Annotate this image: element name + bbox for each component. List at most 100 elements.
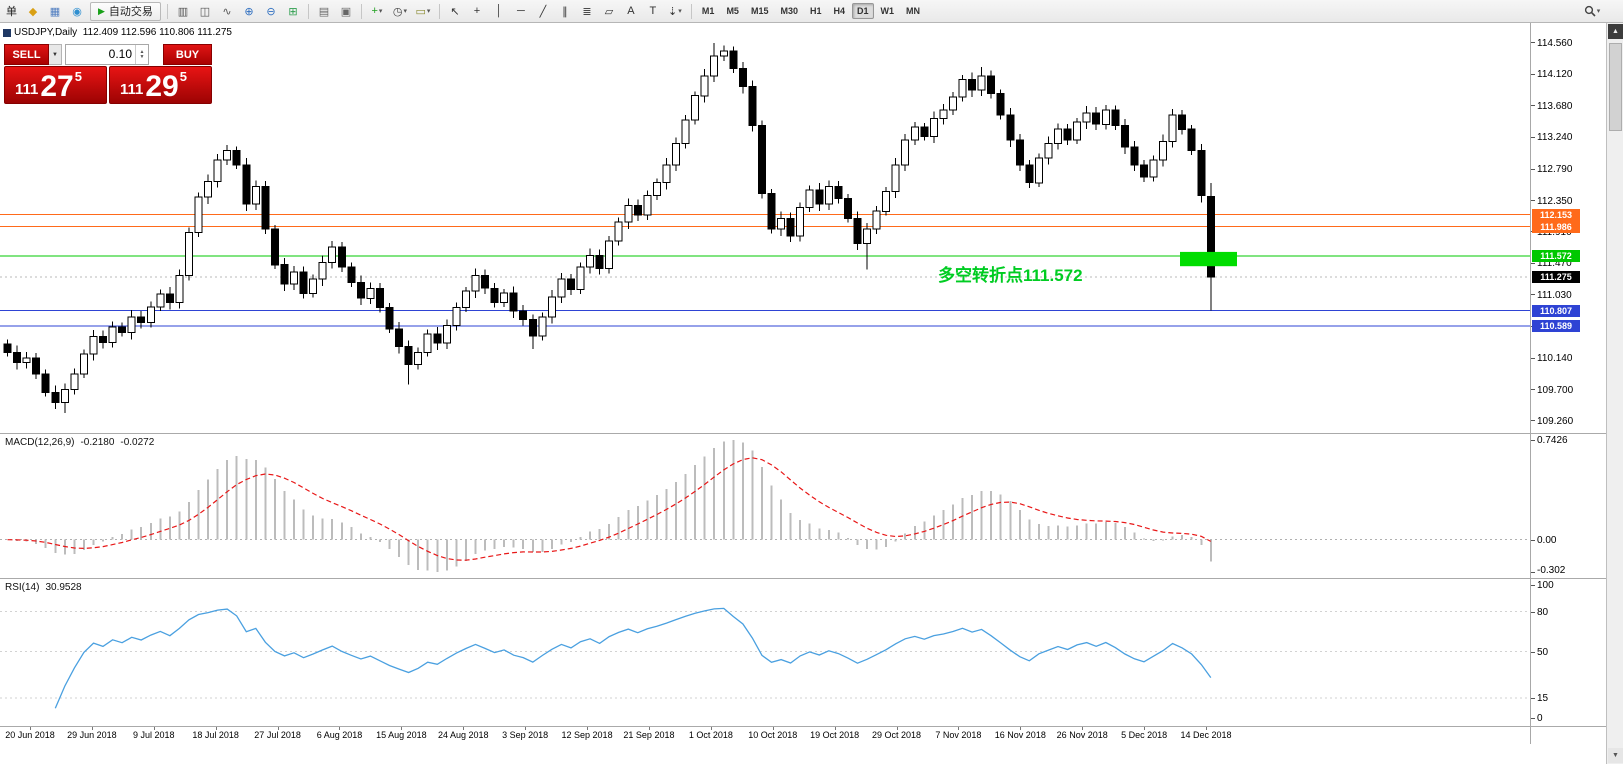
macd-panel[interactable] — [0, 434, 1530, 578]
scrollbar-thumb[interactable] — [1609, 43, 1622, 131]
dropdown-caret-icon[interactable]: ▾ — [678, 8, 682, 15]
spinner-up-icon[interactable]: ▲ — [139, 48, 145, 55]
volume-spinner[interactable]: ▲ ▼ — [135, 45, 148, 64]
date-label: 27 Jul 2018 — [254, 730, 301, 740]
templates-button[interactable]: ▭ ▾ — [413, 1, 434, 21]
text-label-button[interactable]: T — [643, 1, 663, 21]
macd-axis-tick — [1531, 440, 1535, 441]
periods-button[interactable]: ◷ ▾ — [390, 1, 411, 21]
date-label: 10 Oct 2018 — [748, 730, 798, 740]
arrange-windows-button[interactable]: ▣ — [336, 1, 356, 21]
date-axis-tick — [401, 727, 403, 730]
arrange-windows-icon: ▣ — [340, 5, 352, 18]
crosshair-button[interactable]: + — [467, 1, 487, 21]
volume-value[interactable]: 0.10 — [108, 47, 132, 61]
date-axis[interactable]: 20 Jun 2018 29 Jun 2018 9 Jul 2018 18 Jul 2… — [0, 727, 1530, 744]
cursor-button[interactable]: ↖ — [445, 1, 465, 21]
templates-icon: ▭ — [415, 5, 426, 18]
cascade-windows-icon: ▤ — [318, 5, 330, 18]
text-button[interactable]: A — [621, 1, 641, 21]
scroll-down-button[interactable]: ▼ — [1608, 748, 1623, 763]
dropdown-caret-icon[interactable]: ▾ — [378, 8, 383, 15]
price-axis-label: 114.560 — [1537, 37, 1573, 49]
shapes-button[interactable]: ▱ — [599, 1, 619, 21]
bar-chart-button[interactable]: ▥ — [173, 1, 193, 21]
trendline-button[interactable]: ╱ — [533, 1, 553, 21]
vertical-scrollbar[interactable]: ▲ ▼ — [1606, 23, 1623, 764]
timeframe-w1-button[interactable]: W1 — [880, 6, 895, 16]
menu-text[interactable]: 单 — [6, 6, 17, 18]
price-axis[interactable]: 114.560 114.120 113.680 113.240 112.790 112.3… — [1530, 23, 1606, 744]
date-axis-tick — [1144, 727, 1146, 730]
dropdown-caret-icon[interactable]: ▾ — [426, 8, 431, 15]
new-order-button[interactable]: ◆ — [23, 1, 43, 21]
dropdown-caret-icon[interactable]: ▾ — [1596, 8, 1601, 15]
price-level-tag: 110.589 — [1532, 320, 1580, 333]
price-axis-label: 111.470 — [1537, 258, 1572, 270]
chevron-down-icon: ▼ — [52, 51, 58, 58]
sell-button[interactable]: SELL — [4, 44, 49, 65]
zoom-out-button[interactable]: ⊖ — [261, 1, 281, 21]
buy-price-button[interactable]: 111 29 5 — [109, 66, 212, 104]
timeframe-m15-button[interactable]: M15 — [750, 6, 769, 16]
tile-windows-button[interactable]: ⊞ — [283, 1, 303, 21]
price-level-tag: 111.572 — [1532, 250, 1580, 263]
sell-price-button[interactable]: 111 27 5 — [4, 66, 107, 104]
timeframe-h4-button[interactable]: H4 — [833, 6, 846, 16]
chart-title-row: USDJPY,Daily 112.409 112.596 110.806 111… — [3, 27, 232, 38]
toolbar: 单 ◆ ▦ ◉ ▶ 自动交易 ▥ ◫ ∿ ⊕ ⊖ ⊞ ▤ ▣ + ▾ ◷ ▾ ▭ ▾ ↖ + │ ─ ╱ ∥ ≣ ▱ A T… — [0, 0, 1623, 23]
charts-icon: ▦ — [49, 5, 61, 18]
timeframe-mn-button[interactable]: MN — [906, 6, 921, 16]
symbol-search-button[interactable]: ▾ — [1582, 1, 1603, 21]
price-axis-label: 109.260 — [1537, 415, 1574, 427]
toolbar-separator — [307, 3, 309, 19]
timeframe-m1-button[interactable]: M1 — [701, 6, 715, 16]
price-axis-tick — [1531, 389, 1535, 390]
spinner-down-icon[interactable]: ▼ — [139, 53, 145, 60]
horizontal-line-button[interactable]: ─ — [511, 1, 531, 21]
vertical-line-button[interactable]: │ — [489, 1, 509, 21]
date-label: 7 Nov 2018 — [935, 730, 982, 740]
panel-splitter[interactable] — [0, 433, 1606, 434]
date-axis-tick — [215, 727, 217, 730]
timeframe-m30-button[interactable]: M30 — [780, 6, 798, 16]
main-chart[interactable]: 多空转折点111.572 — [0, 23, 1530, 433]
autotrading-button[interactable]: ▶ 自动交易 — [90, 1, 161, 21]
arrows-button[interactable]: ⇣ ▾ — [665, 1, 686, 21]
date-label: 3 Sep 2018 — [502, 730, 549, 740]
price-level-tag: 111.986 — [1532, 220, 1580, 233]
dropdown-caret-icon[interactable]: ▾ — [403, 8, 407, 15]
fibonacci-button[interactable]: ≣ — [577, 1, 597, 21]
highlight-rectangle[interactable] — [1180, 251, 1237, 267]
chart-title: USDJPY,Daily 112.409 112.596 110.806 111… — [14, 27, 232, 38]
profiles-button[interactable]: ◉ — [67, 1, 87, 21]
zoom-in-button[interactable]: ⊕ — [239, 1, 259, 21]
trade-dropdown-button[interactable]: ▼ — [49, 44, 62, 65]
buy-price-point: 5 — [179, 69, 187, 84]
charts-button[interactable]: ▦ — [45, 1, 65, 21]
rsi-panel[interactable] — [0, 579, 1530, 726]
annotation-text[interactable]: 多空转折点111.572 — [938, 265, 1083, 285]
scroll-up-button[interactable]: ▲ — [1608, 24, 1623, 39]
timeframe-h1-button[interactable]: H1 — [809, 6, 822, 16]
price-axis-label: 111.030 — [1537, 289, 1572, 301]
date-axis-tick — [896, 727, 898, 730]
cascade-windows-button[interactable]: ▤ — [314, 1, 334, 21]
timeframe-m5-button[interactable]: M5 — [726, 6, 739, 16]
timeframe-d1-button[interactable]: D1 — [852, 3, 874, 19]
date-label: 9 Jul 2018 — [133, 730, 175, 740]
volume-input[interactable]: 0.10 ▲ ▼ — [65, 44, 149, 65]
line-chart-button[interactable]: ∿ — [217, 1, 237, 21]
price-axis-tick — [1531, 73, 1535, 75]
indicators-button[interactable]: + ▾ — [367, 1, 388, 21]
candlestick-button[interactable]: ◫ — [195, 1, 215, 21]
chevron-up-icon: ▲ — [1612, 28, 1619, 35]
price-axis-tick — [1531, 357, 1535, 359]
candles — [3, 43, 1215, 413]
macd-axis-zero: 0.00 — [1537, 534, 1557, 546]
price-axis-tick — [1531, 420, 1535, 422]
buy-button[interactable]: BUY — [163, 44, 212, 65]
price-axis-label: 110.140 — [1537, 353, 1573, 365]
candlestick-icon: ◫ — [199, 5, 211, 18]
channel-button[interactable]: ∥ — [555, 1, 575, 21]
